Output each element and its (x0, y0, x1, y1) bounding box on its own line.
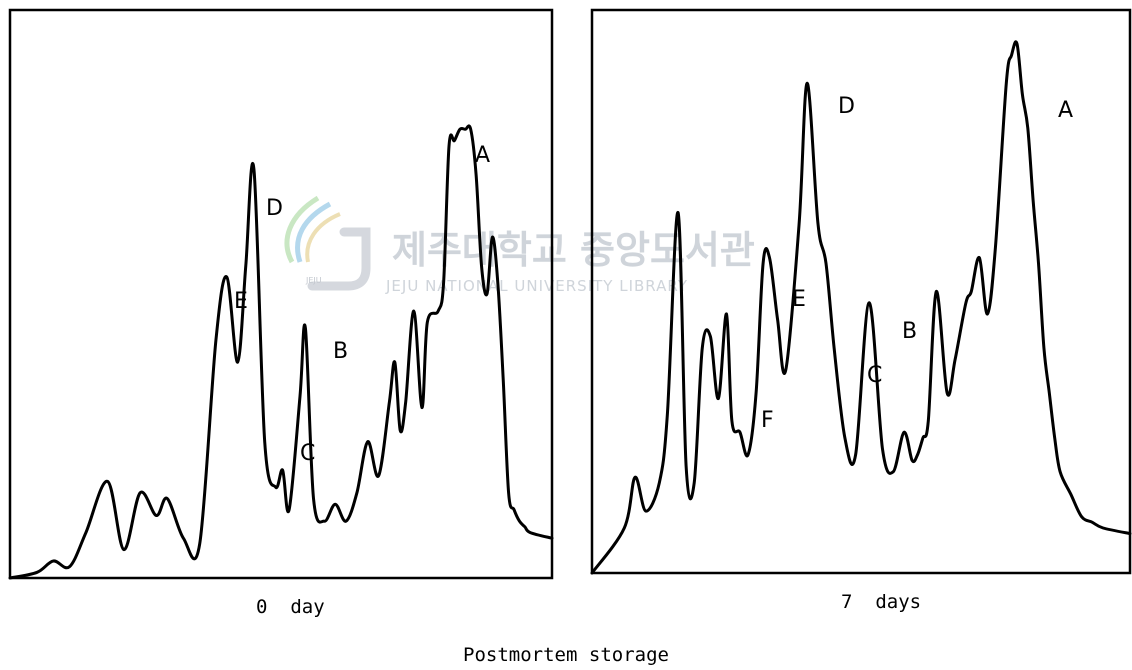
peak-label-b: B (902, 319, 917, 344)
chromatogram-trace-0-day (8, 124, 554, 580)
panel-label-0-day: 0 day (256, 596, 325, 618)
peak-label-e: E (234, 289, 248, 314)
peak-label-a: A (1058, 98, 1073, 123)
panel-label-7-days: 7 days (841, 591, 921, 613)
library-watermark-korean: 제주대학교 중앙도서관 (392, 228, 755, 272)
chromatogram-panel-7-days: A B C D E F 7 days (590, 8, 1132, 613)
peak-label-e: E (792, 287, 806, 312)
peak-label-d: D (838, 94, 855, 119)
peak-label-f: F (761, 408, 774, 433)
peak-label-b: B (333, 339, 348, 364)
plot-frame-7-days (590, 8, 1132, 575)
peak-label-a: A (475, 143, 490, 168)
figure-caption: Postmortem storage (463, 644, 669, 666)
library-logo: JEJU (284, 195, 371, 291)
library-logo-text: JEJU (305, 276, 322, 285)
library-watermark-english: JEJU NATIONAL UNIVERSITY LIBRARY (385, 277, 688, 295)
peak-label-c: C (300, 441, 315, 466)
library-watermark: JEJU 제주대학교 중앙도서관 JEJU NATIONAL UNIVERSIT… (284, 195, 755, 295)
chromatogram-trace-7-days (590, 40, 1132, 575)
chromatogram-panel-0-day: A B C D E 0 day (8, 8, 554, 618)
plot-frame-0-day (8, 8, 554, 580)
peak-label-d: D (266, 196, 283, 221)
peak-label-c: C (867, 363, 882, 388)
